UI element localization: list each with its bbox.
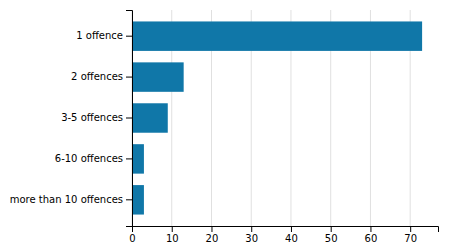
y-tick-mark [126, 199, 132, 200]
x-tick-mark [331, 226, 332, 232]
x-tick-label: 60 [365, 233, 378, 244]
x-tick: 70 [404, 226, 417, 244]
y-tick-label: 1 offence [76, 30, 123, 41]
x-tick-label: 40 [285, 233, 298, 244]
x-axis-line [133, 227, 439, 233]
bar [132, 185, 144, 214]
x-tick-label: 20 [206, 233, 219, 244]
y-axis-line [126, 11, 133, 227]
x-tick-label: 0 [129, 233, 135, 244]
bar [132, 103, 168, 132]
x-tick-mark [211, 226, 212, 232]
y-tick-mark [126, 36, 132, 37]
bars [132, 21, 422, 214]
y-tick-label: more than 10 offences [10, 194, 123, 205]
bar [132, 21, 422, 50]
y-tick-label: 6-10 offences [55, 153, 123, 164]
y-tick: more than 10 offences [10, 194, 132, 205]
x-tick: 40 [285, 226, 298, 244]
bar [132, 144, 144, 173]
y-tick-mark [126, 158, 132, 159]
x-tick-label: 10 [166, 233, 179, 244]
y-tick: 3-5 offences [61, 112, 132, 123]
x-tick-mark [410, 226, 411, 232]
y-tick-mark [126, 118, 132, 119]
y-axis: more than 10 offences 6-10 offences 3-5 of… [10, 11, 133, 227]
y-tick: 2 offences [71, 71, 132, 82]
x-tick-mark [291, 226, 292, 232]
y-tick: 1 offence [76, 30, 132, 41]
plot: 0 10 20 30 40 50 60 70 more than 10 offences 6-10… [10, 10, 439, 244]
x-tick-mark [172, 226, 173, 232]
x-tick: 20 [206, 226, 219, 244]
x-tick: 0 [129, 226, 135, 244]
x-tick-mark [251, 226, 252, 232]
chart: 0 10 20 30 40 50 60 70 more than 10 offences 6-10… [0, 0, 454, 252]
x-axis: 0 10 20 30 40 50 60 70 [129, 226, 438, 244]
y-tick: 6-10 offences [55, 153, 132, 164]
y-tick-label: 2 offences [71, 71, 123, 82]
x-tick: 10 [166, 226, 179, 244]
x-tick: 60 [365, 226, 378, 244]
x-tick-label: 70 [404, 233, 417, 244]
y-tick-label: 3-5 offences [61, 112, 123, 123]
x-tick-mark [370, 226, 371, 232]
bar [132, 62, 184, 91]
x-tick-label: 50 [325, 233, 338, 244]
x-tick: 50 [325, 226, 338, 244]
y-tick-mark [126, 77, 132, 78]
x-tick-label: 30 [245, 233, 258, 244]
x-tick: 30 [245, 226, 258, 244]
